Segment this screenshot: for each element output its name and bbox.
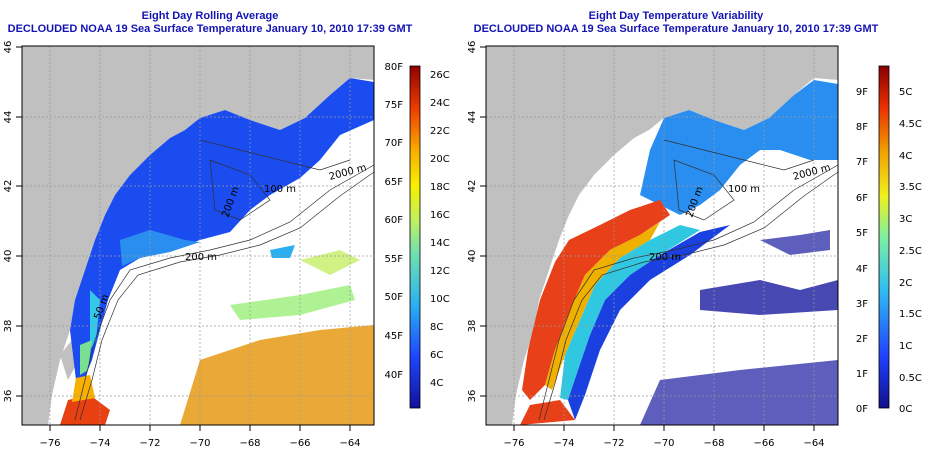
right-lat-tick: 38 [467,320,478,333]
right-colorbar-c-label: 1C [899,341,912,352]
right-colorbar-c-label: 0C [899,404,912,415]
left-colorbar-c-label: 10C [430,294,450,305]
left-lat-tick: 42 [3,180,14,193]
left-lat-axis: 46 44 42 40 38 36 [3,41,14,403]
left-colorbar-c-label: 22C [430,126,450,137]
left-lon-tick: −70 [189,438,210,449]
left-lat-tick: 44 [3,111,14,124]
right-colorbar-c-label: 4C [899,151,912,162]
right-colorbar-c-label: 2.5C [899,246,922,257]
right-panel-subtitle: DECLOUDED NOAA 19 Sea Surface Temperatur… [473,23,879,35]
left-colorbar-c-label: 14C [430,238,450,249]
right-land-mass [486,46,838,425]
right-contour-label: 100 m [728,184,760,195]
right-colorbar-c-label: 5C [899,87,912,98]
left-colorbar-f-label: 40F [385,370,404,381]
left-lon-tick: −74 [89,438,110,449]
left-colorbar-f-label: 60F [385,215,404,226]
right-lon-tick: −76 [503,438,524,449]
left-colorbar-f-label: 45F [385,331,404,342]
right-lon-tick: −70 [653,438,674,449]
left-contour-label: 100 m [264,184,296,195]
left-lon-axis: −76 −74 −72 −70 −68 −66 −64 [39,438,360,449]
left-sst-warm-south [60,395,110,425]
left-lat-tick: 46 [3,41,14,54]
left-axis-ticks [16,46,351,431]
left-colorbar-c-label: 20C [430,154,450,165]
left-colorbar-c-label: 12C [430,266,450,277]
right-lat-tick: 36 [467,390,478,403]
right-colorbar-f-label: 6F [856,193,868,204]
right-axis-ticks [480,46,815,431]
right-var-band-shelf [640,80,838,215]
right-contour-label: 200 m [649,252,681,263]
right-colorbar-f-label: 5F [856,228,868,239]
left-colorbar-f-label: 80F [385,62,404,73]
left-panel-title-block: Eight Day Rolling Average DECLOUDED NOAA… [0,10,420,36]
right-map: 100 m 200 m 200 m 2000 m [485,45,839,426]
left-sst-offshore-warm [180,325,374,425]
right-colorbar-f-label: 9F [856,87,868,98]
right-colorbar-f-label: 3F [856,299,868,310]
left-colorbar-c-label: 4C [430,378,443,389]
left-colorbar: 80F 75F 70F 65F 60F 55F 50F 45F 40F 26C … [385,62,450,409]
left-lon-tick: −68 [239,438,260,449]
left-lon-tick: −66 [289,438,310,449]
left-land-mass [22,46,374,425]
right-colorbar-f-label: 0F [856,404,868,415]
right-colorbar-c-label: 4.5C [899,119,922,130]
left-colorbar-c-label: 18C [430,182,450,193]
left-sst-cold-shelf [70,78,374,380]
right-colorbar-f-label: 1F [856,369,868,380]
left-panel-subtitle: DECLOUDED NOAA 19 Sea Surface Temperatur… [7,23,413,35]
left-colorbar-f-label: 65F [385,177,404,188]
right-colorbar-c-label: 3.5C [899,182,922,193]
right-colorbar-c-label: 2C [899,278,912,289]
left-colorbar-c-label: 6C [430,350,443,361]
left-bathymetry-contours [74,139,374,421]
right-lon-tick: −72 [603,438,624,449]
right-lon-axis: −76 −74 −72 −70 −68 −66 −64 [503,438,824,449]
right-lat-tick: 42 [467,180,478,193]
left-panel-title: Eight Day Rolling Average [141,10,279,22]
right-colorbar-f-label: 4F [856,264,868,275]
right-lon-tick: −64 [803,438,824,449]
left-colorbar-c-label: 26C [430,70,450,81]
right-colorbar-c-label: 1.5C [899,309,922,320]
left-colorbar-c-label: 24C [430,98,450,109]
left-colorbar-f-label: 70F [385,138,404,149]
left-colorbar-c-label: 16C [430,210,450,221]
right-colorbar-f-label: 8F [856,122,868,133]
left-lon-tick: −72 [139,438,160,449]
right-lat-axis: 46 44 42 40 38 36 [467,41,478,403]
right-panel-title-block: Eight Day Temperature Variability DECLOU… [466,10,886,36]
right-colorbar-c-label: 0.5C [899,373,922,384]
right-lon-tick: −74 [553,438,574,449]
right-colorbar: 9F 8F 7F 6F 5F 4F 3F 2F 1F 0F 5C 4.5C 4C… [856,65,922,415]
left-colorbar-c-label: 8C [430,322,443,333]
right-lat-tick: 44 [467,111,478,124]
left-lat-tick: 36 [3,390,14,403]
right-colorbar-f-label: 7F [856,157,868,168]
left-lon-tick: −64 [339,438,360,449]
left-lat-tick: 38 [3,320,14,333]
right-lat-tick: 40 [467,250,478,263]
left-lat-tick: 40 [3,250,14,263]
left-contour-label: 200 m [185,252,217,263]
left-lon-tick: −76 [39,438,60,449]
left-colorbar-f-label: 55F [385,254,404,265]
left-colorbar-f-label: 75F [385,100,404,111]
right-lon-tick: −66 [753,438,774,449]
right-colorbar-f-label: 2F [856,334,868,345]
right-colorbar-c-label: 3C [899,214,912,225]
right-bathymetry-contours [538,139,838,421]
right-var-band-coastal [522,200,670,400]
right-lon-tick: −68 [703,438,724,449]
right-panel-title: Eight Day Temperature Variability [588,10,764,22]
left-colorbar-f-label: 50F [385,292,404,303]
right-lat-tick: 46 [467,41,478,54]
left-map: 100 m 200 m 200 m 2000 m 50 m [21,45,375,426]
